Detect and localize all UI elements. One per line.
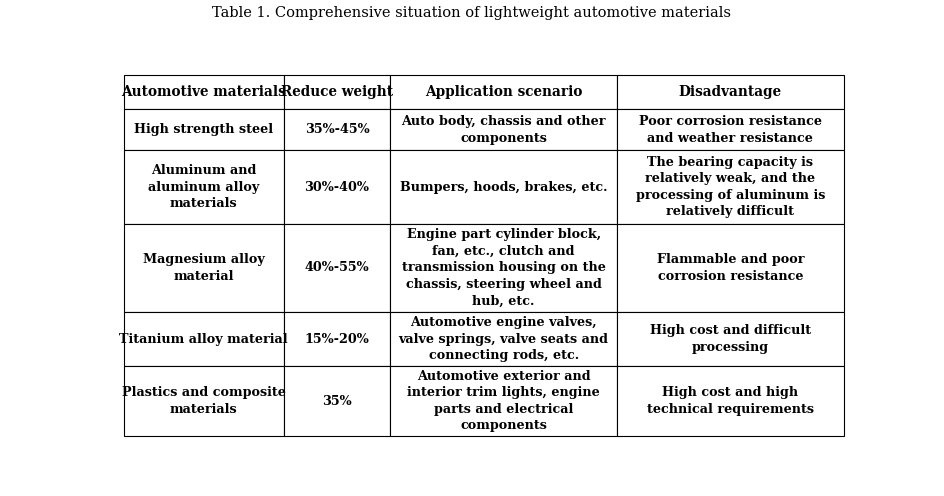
Bar (617, 224, 844, 312)
Bar (617, 312, 844, 367)
Bar (283, 224, 390, 312)
Bar (617, 150, 844, 224)
Text: Application scenario: Application scenario (425, 85, 582, 99)
Bar (124, 367, 283, 435)
Bar (124, 312, 283, 367)
Text: High strength steel: High strength steel (134, 124, 274, 136)
Text: Auto body, chassis and other
components: Auto body, chassis and other components (401, 115, 606, 144)
Text: Automotive materials: Automotive materials (122, 85, 286, 99)
Bar (283, 367, 390, 435)
Text: Aluminum and
aluminum alloy
materials: Aluminum and aluminum alloy materials (148, 164, 260, 210)
Text: The bearing capacity is
relatively weak, and the
processing of aluminum is
relat: The bearing capacity is relatively weak,… (635, 156, 825, 218)
Text: 30%-40%: 30%-40% (305, 181, 369, 193)
Text: Poor corrosion resistance
and weather resistance: Poor corrosion resistance and weather re… (639, 115, 822, 144)
Bar (390, 312, 617, 367)
Text: Flammable and poor
corrosion resistance: Flammable and poor corrosion resistance (657, 253, 804, 283)
Bar (124, 224, 283, 312)
Bar (124, 75, 283, 109)
Text: High cost and high
technical requirements: High cost and high technical requirement… (647, 386, 814, 416)
Text: Engine part cylinder block,
fan, etc., clutch and
transmission housing on the
ch: Engine part cylinder block, fan, etc., c… (401, 228, 605, 308)
Text: 35%: 35% (322, 395, 352, 408)
Text: Plastics and composite
materials: Plastics and composite materials (122, 386, 286, 416)
Bar (390, 367, 617, 435)
Bar (617, 367, 844, 435)
Bar (283, 75, 390, 109)
Text: Titanium alloy material: Titanium alloy material (120, 333, 288, 346)
Text: 35%-45%: 35%-45% (305, 124, 369, 136)
Bar (390, 224, 617, 312)
Text: Reduce weight: Reduce weight (281, 85, 393, 99)
Text: Automotive engine valves,
valve springs, valve seats and
connecting rods, etc.: Automotive engine valves, valve springs,… (398, 316, 609, 362)
Text: Automotive exterior and
interior trim lights, engine
parts and electrical
compon: Automotive exterior and interior trim li… (407, 370, 600, 433)
Text: 40%-55%: 40%-55% (305, 261, 369, 274)
Text: 15%-20%: 15%-20% (305, 333, 369, 346)
Text: High cost and difficult
processing: High cost and difficult processing (649, 324, 811, 354)
Bar (390, 109, 617, 150)
Bar (390, 150, 617, 224)
Bar (283, 150, 390, 224)
Bar (124, 150, 283, 224)
Bar (283, 109, 390, 150)
Bar (617, 75, 844, 109)
Text: Disadvantage: Disadvantage (679, 85, 782, 99)
Bar (390, 75, 617, 109)
Text: Magnesium alloy
material: Magnesium alloy material (143, 253, 264, 283)
Text: Bumpers, hoods, brakes, etc.: Bumpers, hoods, brakes, etc. (400, 181, 607, 193)
Bar (617, 109, 844, 150)
Bar (124, 109, 283, 150)
Bar (283, 312, 390, 367)
Text: Table 1. Comprehensive situation of lightweight automotive materials: Table 1. Comprehensive situation of ligh… (212, 6, 732, 20)
